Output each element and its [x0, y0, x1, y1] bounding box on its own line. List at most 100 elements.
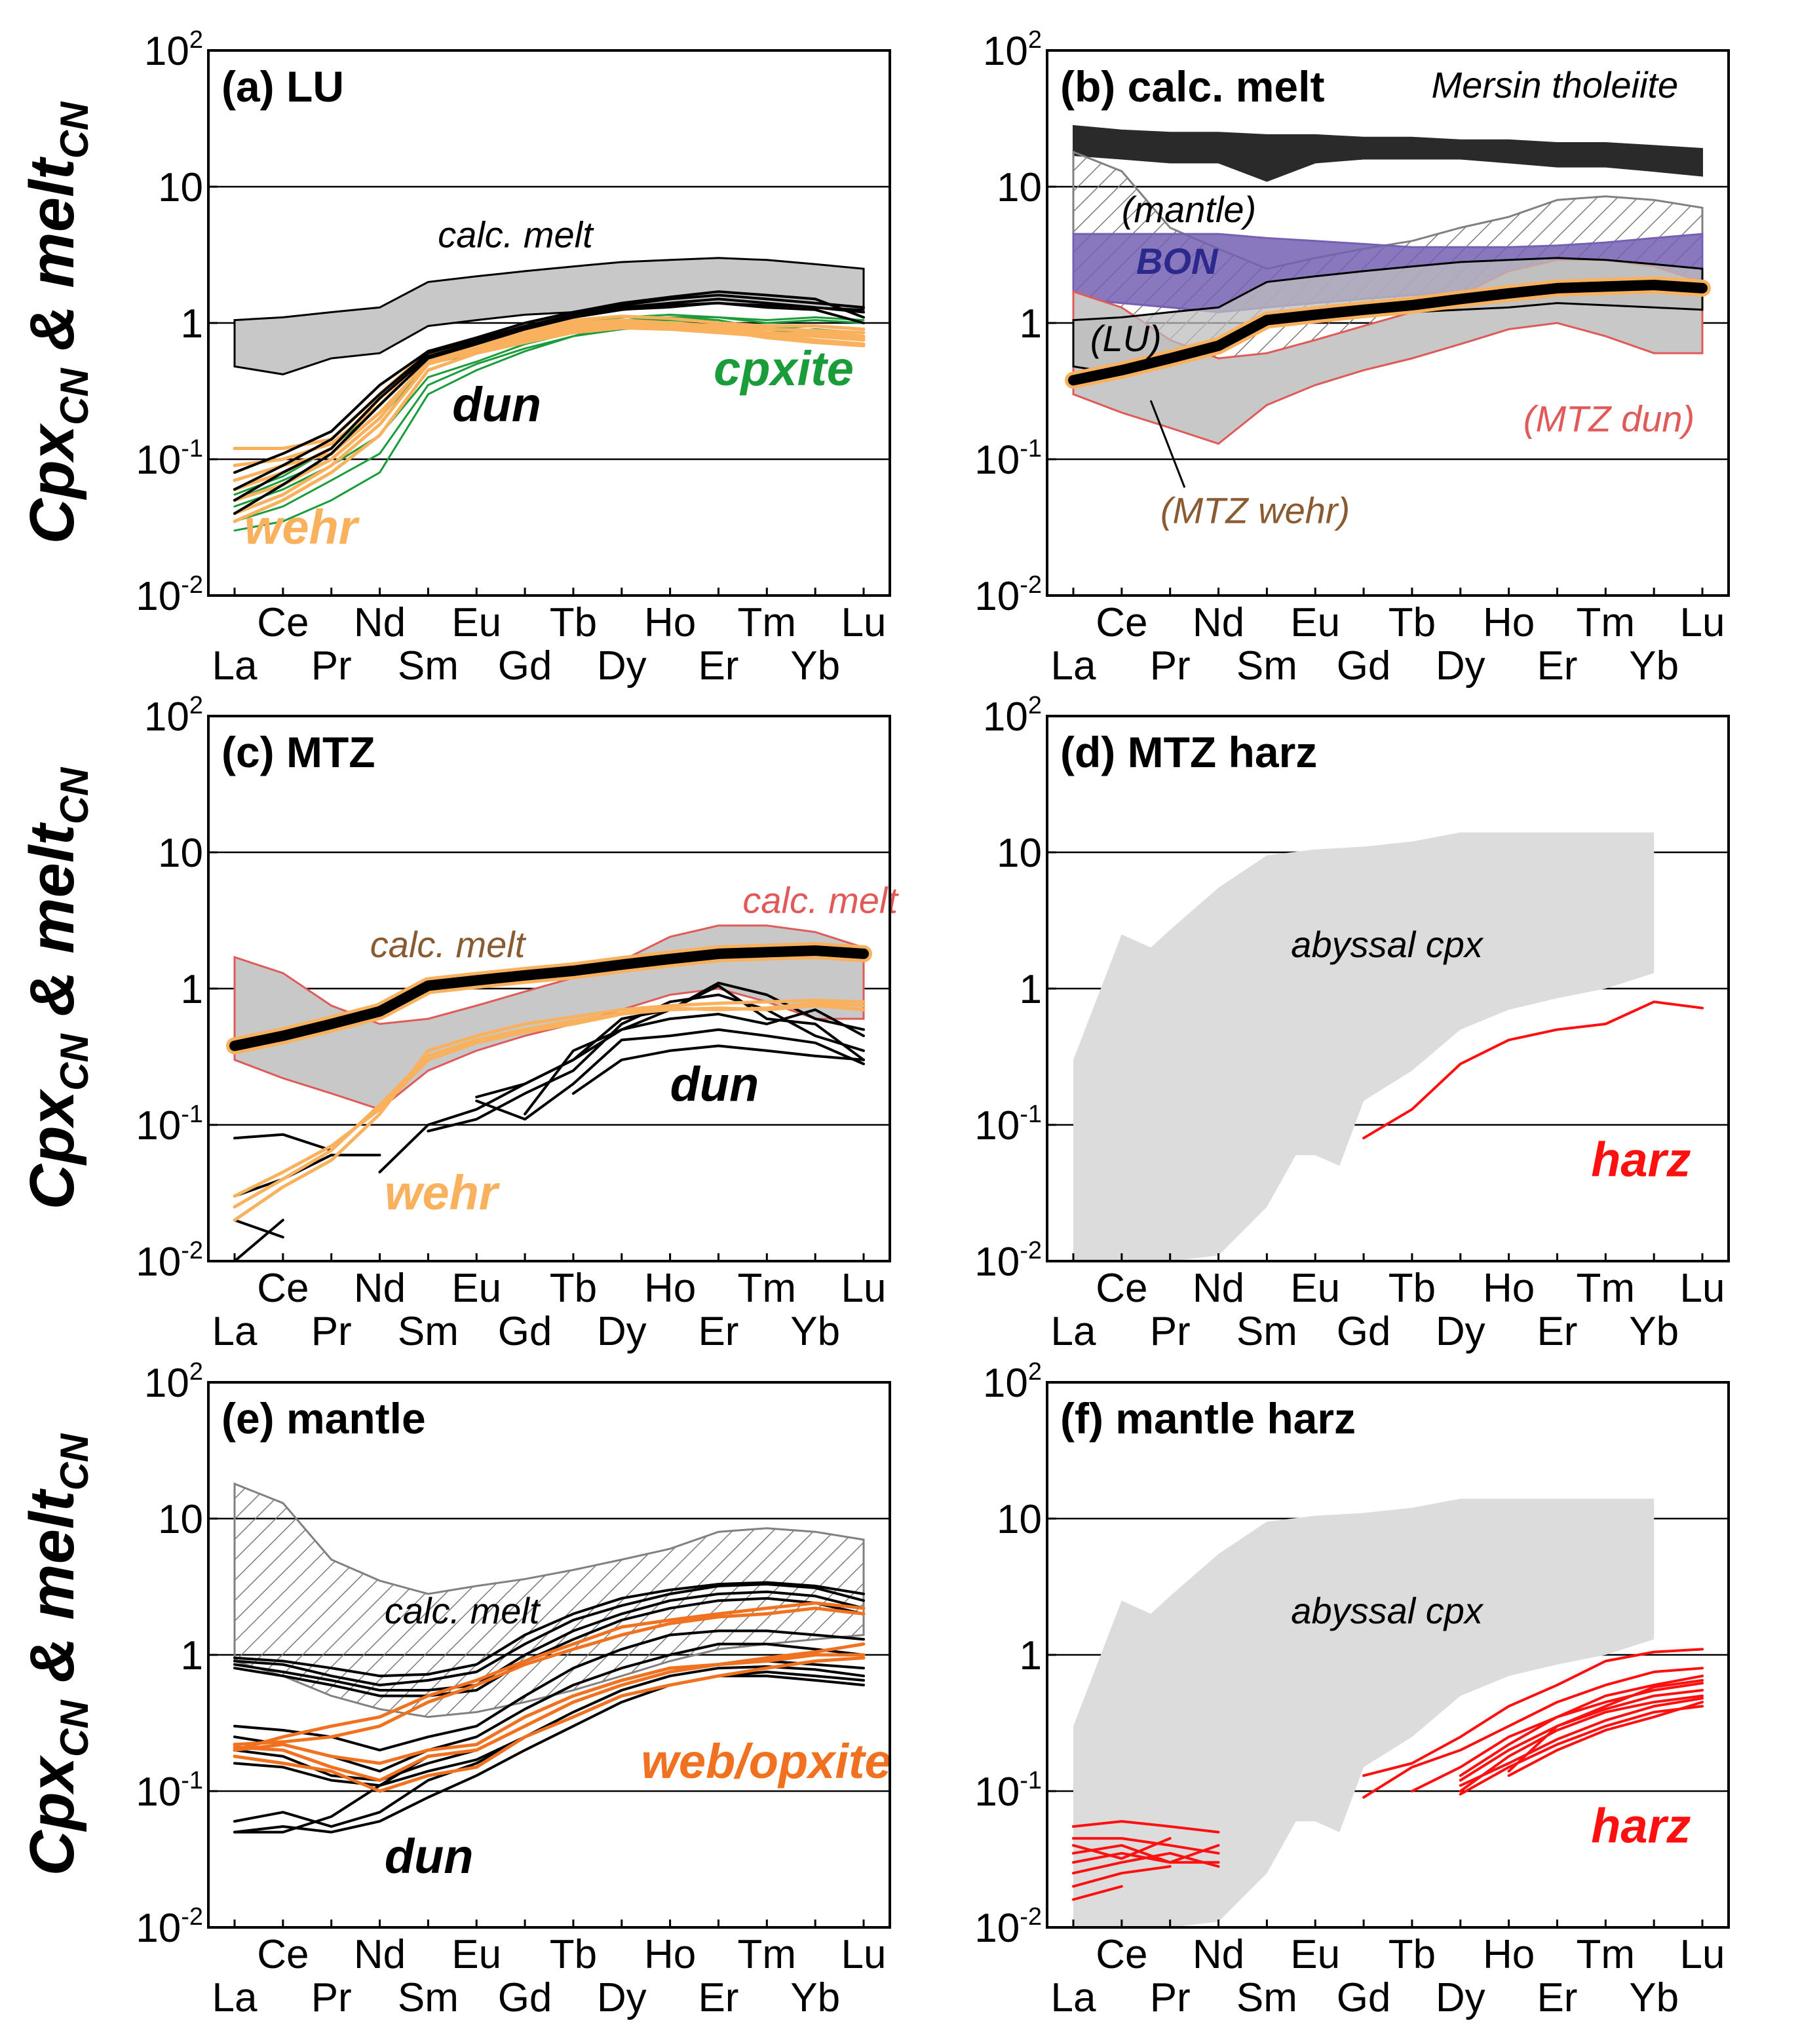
x-tick-label: Tb [1388, 1932, 1436, 1977]
series-harz-line [1507, 1678, 1704, 1773]
x-tick-label: Dy [1436, 643, 1485, 689]
x-tick-label: La [1051, 1309, 1096, 1354]
series--mtz-wehr--line [1068, 280, 1708, 386]
x-tick-label: Tb [550, 600, 597, 645]
x-tick-label: Pr [1150, 643, 1191, 689]
y-tick-label: 10-2 [974, 571, 1042, 619]
band-calc-melt-mtz-dun- [233, 924, 865, 1110]
x-tick-label: Ce [1096, 1932, 1147, 1977]
annotation-bon: BON [1136, 240, 1219, 282]
x-tick-label: Tb [1388, 1266, 1436, 1311]
series-dun-line [233, 290, 865, 474]
x-tick-label: Lu [841, 1932, 887, 1977]
series-harz-line [1459, 1694, 1704, 1792]
x-tick-label: Ho [644, 600, 696, 645]
series-dun-line [233, 301, 865, 502]
x-tick-label: Gd [1337, 1975, 1391, 2020]
panel-title: (d) MTZ harz [1060, 728, 1317, 776]
series-dun-line [233, 1754, 430, 1834]
annotation-dun: dun [452, 377, 541, 432]
series-dun-line [233, 1581, 865, 1678]
y-tick-label: 10-1 [136, 1767, 203, 1815]
series-harz-line [1459, 1682, 1704, 1777]
series-dun-line [233, 1665, 865, 1828]
x-tick-label: Ce [257, 1932, 309, 1977]
y-tick-label: 10-2 [136, 1237, 203, 1285]
series-dun-line [233, 1219, 284, 1239]
x-tick-label: Ce [257, 1266, 309, 1311]
annotation-calc-melt: calc. melt [438, 214, 594, 255]
x-tick-label: Eu [451, 600, 501, 645]
panel-d: abyssal cpx harz (d) MTZ harz 102 10 1 10-1 10-… [974, 692, 1730, 1354]
series-web-opxite-line [233, 1653, 866, 1765]
x-tick-label: Ho [1483, 1932, 1535, 1977]
x-tick-label: Tm [1577, 1266, 1636, 1311]
panel-f: abyssal cpx harz (f) mantle harz 102 10 1 10-1… [974, 1358, 1730, 2020]
x-tick-label: Gd [498, 643, 552, 689]
x-tick-label: Nd [1193, 1932, 1244, 1977]
y-tick-label: 10 [997, 165, 1042, 210]
panel-title: (b) calc. melt [1060, 62, 1324, 111]
x-tick-label: Nd [354, 600, 406, 645]
series-harz-line [1072, 1865, 1172, 1888]
annotation-harz: harz [1591, 1798, 1691, 1853]
x-tick-label: Yb [1629, 1975, 1679, 2020]
x-tick-label: Sm [398, 643, 459, 689]
x-tick-label: Lu [1680, 600, 1725, 645]
series-dun-line [233, 1590, 865, 1692]
y-tick-label: 102 [983, 26, 1042, 74]
band-abyssal-cpx [1073, 1498, 1655, 1927]
annotation-dun: dun [385, 1829, 474, 1883]
series-harz-line [1362, 1667, 1704, 1799]
x-tick-label: Gd [498, 1975, 552, 2020]
x-tick-label: Tb [550, 1266, 597, 1311]
y-tick-label: 102 [144, 1358, 203, 1406]
x-tick-label: Yb [790, 1309, 840, 1354]
y-axis-labels: CpxCN & meltCN CpxCN & meltCN CpxCN & melt… [17, 101, 96, 1876]
y-tick-label: 10-2 [136, 1903, 203, 1951]
band-abyssal-cpx [1073, 832, 1655, 1261]
x-tick-label: Pr [311, 643, 352, 689]
x-tick-label: Tm [1577, 1932, 1636, 1977]
y-tick-label: 102 [144, 26, 203, 74]
series-calc-melt-mtz-wehr--line [229, 945, 869, 1051]
x-tick-label: Dy [597, 643, 647, 689]
x-tick-label: Ho [1483, 600, 1535, 645]
x-tick-label: Tm [738, 1932, 797, 1977]
x-tick-label: Yb [790, 1975, 840, 2020]
panel-title: (a) LU [221, 62, 344, 111]
x-tick-label: Yb [790, 643, 840, 689]
series-dun-line [475, 1028, 865, 1121]
y-tick-label: 1 [1020, 967, 1042, 1012]
annotation-wehr: wehr [244, 500, 360, 554]
x-tick-label: Lu [1680, 1266, 1725, 1311]
series-wehr-line [233, 324, 866, 516]
series-web-opxite-line [233, 1642, 866, 1782]
annotation-mersin-tholeiite: Mersin tholeiite [1432, 64, 1679, 105]
series-harz-line [1362, 1000, 1704, 1140]
y-tick-label: 10 [158, 831, 203, 876]
series-harz-line [1072, 1885, 1123, 1901]
y-tick-label: 1 [1020, 1633, 1042, 1678]
x-tick-label: Pr [1150, 1975, 1191, 2020]
x-tick-label: La [212, 643, 258, 689]
x-tick-label: Tb [550, 1932, 597, 1977]
series-harz-line [1072, 1851, 1220, 1875]
x-tick-label: Dy [1436, 1309, 1485, 1354]
y-axis-label: CpxCN & meltCN [17, 766, 96, 1209]
series-web-opxite-line [233, 1601, 866, 1752]
y-tick-label: 10-1 [136, 1101, 203, 1148]
y-tick-label: 10-2 [974, 1903, 1042, 1951]
y-tick-label: 10 [997, 831, 1042, 876]
x-tick-label: Nd [354, 1266, 406, 1311]
x-tick-label: Sm [1236, 1975, 1297, 2020]
x-tick-label: Er [1537, 1975, 1577, 2020]
y-tick-label: 102 [144, 692, 203, 740]
x-tick-label: Gd [498, 1309, 552, 1354]
x-tick-label: Er [1537, 643, 1577, 689]
y-tick-label: 102 [983, 1358, 1042, 1406]
annotation-harz: harz [1591, 1132, 1691, 1186]
series-dun-line [233, 1219, 284, 1261]
series-harz-line [1072, 1820, 1220, 1834]
series-dun-line [524, 1008, 865, 1116]
